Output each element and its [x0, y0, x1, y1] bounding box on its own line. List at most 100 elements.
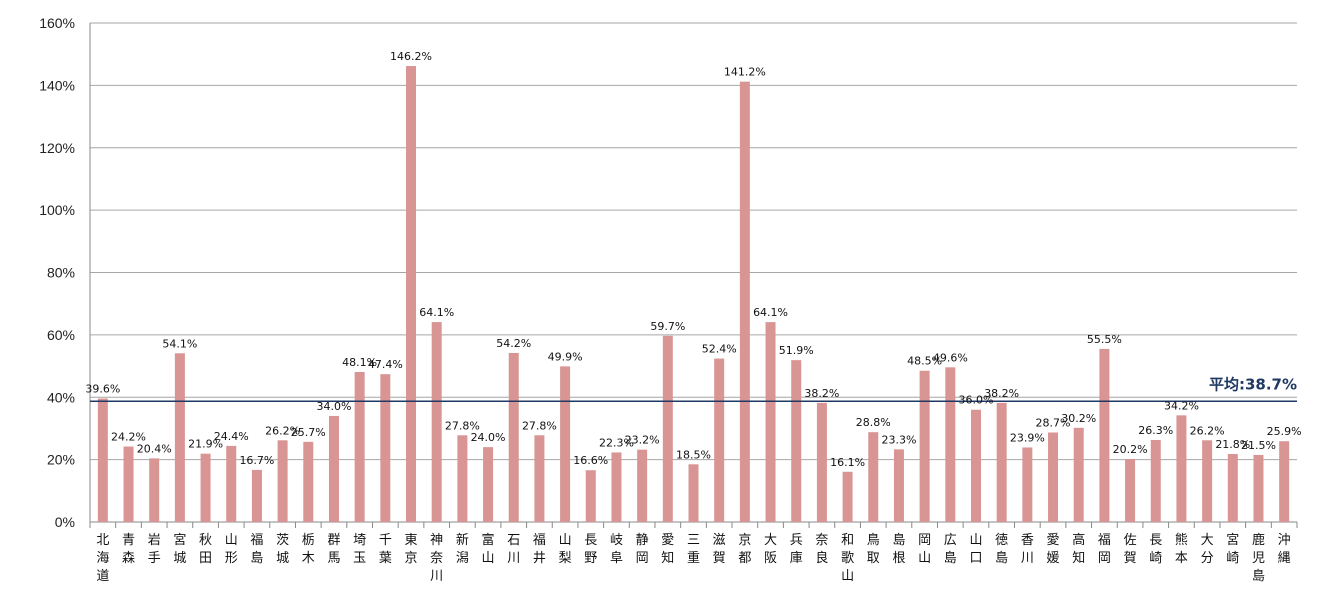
x-category-label: 富山: [482, 532, 495, 566]
data-label: 20.4%: [137, 442, 172, 455]
data-label: 54.1%: [162, 337, 197, 350]
x-category-label: 広島: [944, 533, 957, 566]
bar: [1073, 427, 1084, 522]
x-category-label: 徳島: [995, 533, 1008, 566]
data-label: 24.2%: [111, 431, 146, 444]
data-label: 23.9%: [1010, 431, 1045, 444]
data-label: 36.0%: [959, 394, 994, 407]
x-category-label: 千葉: [379, 533, 392, 566]
data-label: 49.9%: [548, 350, 583, 363]
x-category-label: 石川: [507, 533, 520, 566]
x-category-label: 山梨: [559, 533, 572, 566]
bar: [328, 415, 339, 522]
data-label: 21.9%: [188, 438, 223, 451]
x-category-label: 山形: [225, 533, 238, 566]
bar: [662, 335, 673, 522]
bar: [1279, 441, 1290, 522]
data-label: 28.7%: [1036, 416, 1071, 429]
x-category-label: 秋田: [199, 533, 212, 566]
data-label: 23.2%: [625, 434, 660, 447]
x-category-label: 香川: [1021, 533, 1034, 566]
x-category-label: 熊本: [1175, 532, 1188, 566]
data-label: 34.2%: [1164, 399, 1199, 412]
y-tick-label: 160%: [39, 15, 75, 31]
bar: [739, 81, 750, 522]
bar: [1176, 415, 1187, 522]
x-category-label: 福井: [533, 533, 546, 566]
y-tick-label: 120%: [39, 140, 75, 156]
x-category-label: 大阪: [764, 533, 777, 566]
bar: [1022, 447, 1033, 522]
x-category-label: 山口: [969, 533, 982, 566]
x-category-label: 北海道: [96, 533, 109, 584]
gridlines: [89, 22, 1298, 528]
data-label: 146.2%: [390, 50, 432, 63]
bar: [688, 464, 699, 522]
bar: [1048, 432, 1059, 522]
bar: [200, 453, 211, 522]
bar: [868, 432, 879, 522]
x-category-label: 福島: [250, 533, 263, 566]
x-category-label: 和歌山: [841, 533, 854, 584]
bar: [406, 66, 417, 522]
bar: [508, 352, 519, 522]
data-label: 28.8%: [856, 416, 891, 429]
y-tick-label: 40%: [47, 389, 75, 405]
x-category-label: 静岡: [636, 533, 649, 566]
bar: [226, 445, 237, 522]
bar: [714, 358, 725, 522]
bar: [277, 440, 288, 522]
y-tick-label: 0%: [55, 514, 75, 530]
data-label: 21.8%: [1215, 438, 1250, 451]
x-category-label: 宮城: [173, 532, 186, 566]
data-label: 30.2%: [1061, 412, 1096, 425]
bar: [431, 322, 442, 522]
data-label: 51.9%: [779, 344, 814, 357]
bar: [637, 449, 648, 522]
bar: [1150, 439, 1161, 522]
x-category-label: 岩手: [148, 533, 161, 566]
data-label: 55.5%: [1087, 333, 1122, 346]
data-label: 16.7%: [239, 454, 274, 467]
bar: [354, 371, 365, 522]
x-category-label: 京都: [738, 533, 751, 566]
data-label: 20.2%: [1113, 443, 1148, 456]
data-label: 48.1%: [342, 356, 377, 369]
x-category-label: 新潟: [456, 532, 469, 566]
data-label: 141.2%: [724, 66, 766, 79]
y-axis-ticks: 0% 20% 40% 60% 80% 100% 120% 140% 160%: [39, 15, 75, 530]
x-category-label: 沖縄: [1278, 533, 1291, 566]
bar: [251, 469, 262, 522]
x-category-label: 兵庫: [790, 533, 803, 566]
data-label: 21.5%: [1241, 439, 1276, 452]
data-label: 25.7%: [291, 426, 326, 439]
x-category-label: 埼玉: [353, 533, 366, 566]
data-label: 24.4%: [214, 430, 249, 443]
y-tick-label: 100%: [39, 202, 75, 218]
data-label: 39.6%: [85, 382, 120, 395]
data-label: 26.2%: [265, 424, 300, 437]
bar: [534, 435, 545, 522]
bar: [585, 470, 596, 522]
average-line-group: 平均:38.7%: [90, 375, 1297, 403]
bar: [1202, 440, 1213, 522]
x-category-label: 鹿児島: [1252, 532, 1265, 584]
x-category-label: 長野: [584, 533, 597, 566]
bar: [560, 366, 571, 522]
data-label: 16.1%: [830, 456, 865, 469]
x-category-label: 東京: [405, 532, 418, 566]
bar: [893, 449, 904, 522]
bar: [611, 452, 622, 522]
data-label: 54.2%: [496, 337, 531, 350]
bar: [945, 367, 956, 522]
x-category-label: 大分: [1201, 533, 1214, 566]
data-label: 22.3%: [599, 436, 634, 449]
x-category-label: 群馬: [327, 533, 340, 566]
x-category-label: 栃木: [302, 533, 315, 566]
data-label: 38.2%: [984, 387, 1019, 400]
x-category-label: 鳥取: [867, 533, 880, 566]
data-label: 27.8%: [522, 419, 557, 432]
bar: [1125, 459, 1136, 522]
data-label: 59.7%: [650, 320, 685, 333]
